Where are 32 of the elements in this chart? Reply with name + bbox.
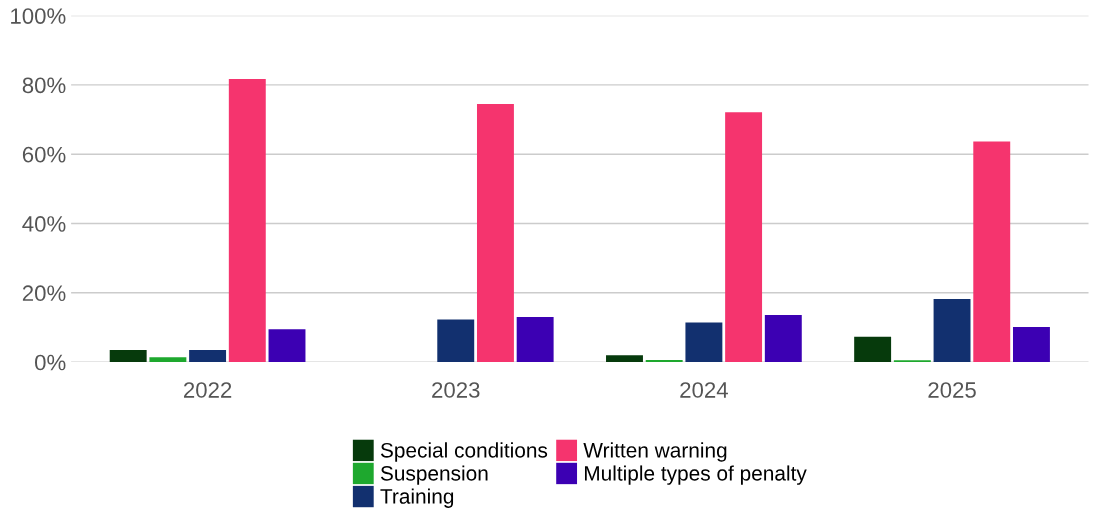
bar (476, 103, 514, 363)
bar (268, 329, 306, 363)
bar (933, 299, 971, 363)
bar (189, 349, 227, 363)
legend-label: Suspension (380, 465, 488, 485)
legend-label: Training (380, 488, 454, 508)
bar (645, 360, 683, 363)
bar (764, 314, 802, 363)
y-tick-label: 0% (35, 354, 66, 371)
y-tick-label: 20% (22, 285, 66, 302)
bar (228, 79, 266, 363)
bar (109, 349, 147, 363)
x-tick-label: 2024 (680, 382, 728, 398)
x-tick-label: 2025 (928, 382, 976, 398)
bar (685, 322, 723, 363)
x-tick-label: 2023 (432, 382, 480, 398)
bar (1012, 327, 1050, 363)
x-tick-label: 2022 (184, 382, 232, 398)
bar (854, 336, 892, 363)
y-tick-label: 80% (22, 77, 66, 94)
bar (149, 357, 187, 363)
legend-label: Special conditions (380, 442, 548, 462)
bar (437, 319, 475, 363)
bar (606, 355, 643, 363)
legend-label: Written warning (583, 442, 727, 462)
bar (516, 317, 554, 363)
legend-label: Multiple types of penalty (585, 465, 807, 485)
y-tick-label: 40% (22, 216, 66, 232)
bar (725, 112, 763, 363)
y-tick-label: 100% (11, 8, 66, 24)
y-tick-label: 60% (22, 146, 66, 163)
bar (973, 141, 1011, 363)
